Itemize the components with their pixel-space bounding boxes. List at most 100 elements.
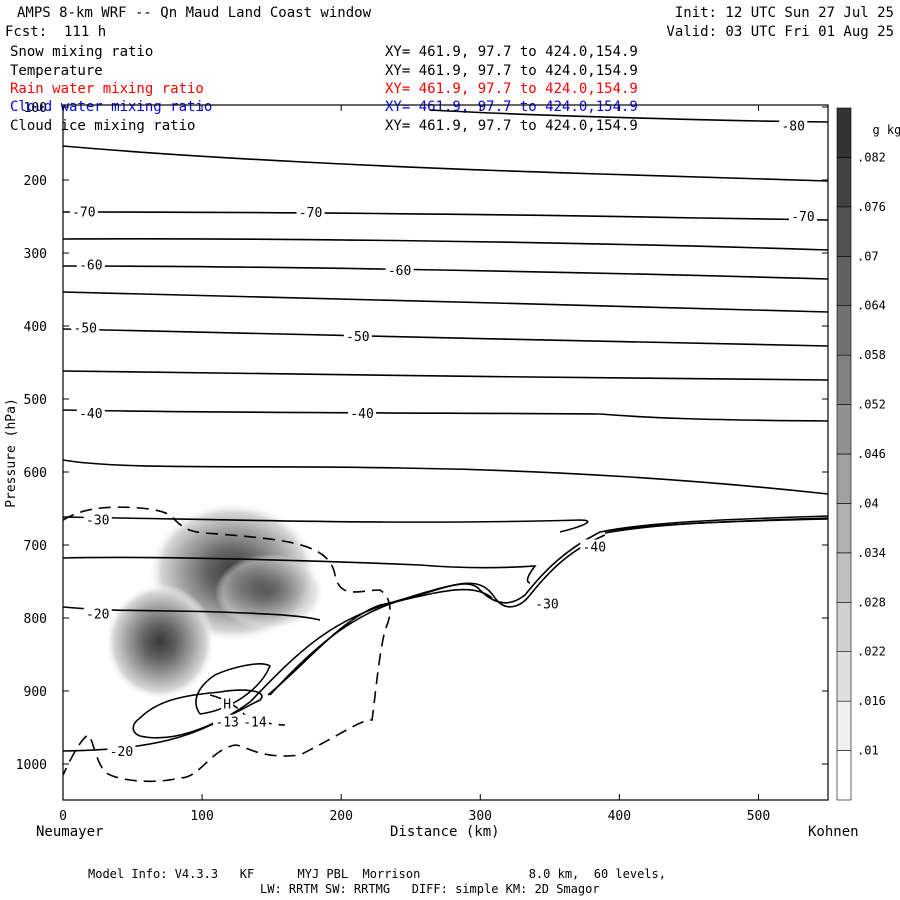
contour-label-bg bbox=[580, 539, 609, 554]
contour-line-60 bbox=[63, 265, 828, 280]
contour-line-30 bbox=[63, 516, 589, 533]
colorbar-segment bbox=[836, 157, 852, 208]
terrain-line bbox=[267, 588, 493, 696]
field-xy: XY= 461.9, 97.7 to 424.0,154.9 bbox=[385, 44, 638, 60]
terrain-line bbox=[269, 534, 606, 696]
colorbar-segment bbox=[836, 503, 852, 554]
colorbar-unit: g kg-1 bbox=[858, 103, 900, 138]
model-info-line2: LW: RRTM SW: RRTMG DIFF: simple KM: 2D S… bbox=[260, 882, 600, 896]
contour-label-bg bbox=[221, 696, 234, 711]
contour-label: -60 bbox=[388, 264, 411, 279]
colorbar-tick-label: .052 bbox=[857, 398, 886, 412]
contour-label: -30 bbox=[86, 513, 109, 528]
colorbar-segment bbox=[836, 651, 852, 702]
temperature-contours bbox=[63, 109, 828, 752]
contour-label: -50 bbox=[74, 321, 97, 336]
contour-line bbox=[132, 689, 263, 739]
x-tick-label: 0 bbox=[59, 809, 67, 824]
field-xy: XY= 461.9, 97.7 to 424.0,154.9 bbox=[385, 63, 638, 79]
y-tick-label: 700 bbox=[24, 539, 47, 554]
contour-label-bg bbox=[83, 512, 112, 527]
contour-line bbox=[63, 145, 828, 182]
contour-label: -20 bbox=[110, 745, 133, 760]
colorbar-unit-text: g kg bbox=[872, 123, 900, 137]
colorbar-segment bbox=[836, 750, 852, 801]
contour-label: -70 bbox=[791, 210, 814, 225]
contour-label-bg bbox=[76, 405, 105, 420]
colorbar-tick-label: .058 bbox=[857, 348, 886, 362]
contour-label: -40 bbox=[79, 407, 102, 422]
contour-label: -20 bbox=[86, 608, 109, 623]
colorbar-tick-label: .034 bbox=[857, 546, 886, 560]
contour-line bbox=[63, 459, 828, 495]
y-tick-label: 900 bbox=[24, 685, 47, 700]
contour-line-50 bbox=[63, 328, 828, 347]
contour-line bbox=[604, 517, 828, 534]
contour-label-bg bbox=[240, 714, 269, 729]
y-axis: 100 200 300 400 500 600 700 800 900 1000 bbox=[16, 101, 828, 773]
colorbar-segment bbox=[836, 107, 852, 158]
contour-line-40 bbox=[63, 409, 828, 422]
colorbar-tick-label: .04 bbox=[857, 496, 879, 510]
colorbar-segment bbox=[836, 206, 852, 257]
y-tick-label: 100 bbox=[24, 101, 47, 116]
colorbar-segment bbox=[836, 552, 852, 603]
contour-line bbox=[63, 238, 828, 251]
colorbar-segment bbox=[836, 404, 852, 455]
colorbar-segment bbox=[836, 453, 852, 504]
x-tick-label: 500 bbox=[747, 809, 770, 824]
y-tick-label: 200 bbox=[24, 174, 47, 189]
contour-labels: -80 -70 -70 -70 -60 -60 -50 -50 -40 -40 -40 -30 -30 -… bbox=[69, 118, 817, 760]
colorbar-tick-label: .07 bbox=[857, 249, 879, 263]
contour-label-bg bbox=[779, 118, 808, 133]
left-end-label: Neumayer bbox=[36, 824, 104, 840]
contour-label: -70 bbox=[72, 205, 95, 220]
colorbar-tick-label: .01 bbox=[857, 744, 879, 758]
field-xy: XY= 461.9, 97.7 to 424.0,154.9 bbox=[385, 99, 638, 115]
plot-frame bbox=[62, 104, 829, 801]
colorbar-tick-label: .064 bbox=[857, 299, 886, 313]
contour-label: -30 bbox=[535, 597, 558, 612]
contour-label-bg bbox=[788, 208, 817, 223]
contour-line bbox=[63, 370, 828, 381]
y-tick-label: 500 bbox=[24, 393, 47, 408]
contour-label: -14 bbox=[243, 716, 267, 731]
field-name: Cloud water mixing ratio bbox=[10, 99, 213, 115]
field-xy: XY= 461.9, 97.7 to 424.0,154.9 bbox=[385, 81, 638, 97]
snow-max-shading bbox=[105, 584, 215, 700]
colorbar-tick-label: .028 bbox=[857, 595, 886, 609]
contour-label: -13 bbox=[215, 716, 238, 731]
colorbar-segment bbox=[836, 305, 852, 356]
colorbar-segment bbox=[836, 601, 852, 653]
colorbar-segment bbox=[836, 700, 852, 751]
x-tick-label: 100 bbox=[190, 809, 213, 824]
x-tick-label: 200 bbox=[329, 809, 352, 824]
snow-max-shading bbox=[215, 554, 325, 630]
contour-label-bg bbox=[533, 596, 562, 611]
contour-line bbox=[63, 291, 828, 313]
contour-label: H bbox=[223, 697, 231, 712]
model-info: Model Info: V4.3.3 KF MYJ PBL Morrison 8… bbox=[88, 867, 666, 881]
y-tick-label: 600 bbox=[24, 466, 47, 481]
colorbar-tick-label: .076 bbox=[857, 200, 886, 214]
forecast-hour: Fcst: 111 h bbox=[5, 24, 107, 40]
contour-label-bg bbox=[76, 257, 105, 272]
y-tick-label: 300 bbox=[24, 247, 47, 262]
contour-label-bg bbox=[348, 405, 377, 420]
x-tick-label: 300 bbox=[469, 809, 492, 824]
valid-time: Valid: 03 UTC Fri 01 Aug 25 bbox=[666, 24, 894, 40]
field-name: Rain water mixing ratio bbox=[10, 81, 204, 97]
y-tick-label: 400 bbox=[24, 320, 47, 335]
contour-label-bg bbox=[83, 606, 112, 621]
cloud-ice-contour bbox=[63, 506, 391, 783]
contour-label-bg bbox=[213, 714, 242, 729]
contour-line-80 bbox=[429, 109, 828, 123]
chart-title: AMPS 8-km WRF -- Qn Maud Land Coast wind… bbox=[17, 5, 372, 21]
contour-line bbox=[195, 663, 272, 715]
y-axis-label: Pressure (hPa) bbox=[4, 398, 19, 508]
x-axis-label: Distance (km) bbox=[390, 824, 500, 840]
x-axis: 0 100 200 300 400 500 bbox=[59, 105, 770, 824]
field-name: Temperature bbox=[10, 63, 103, 79]
contour-label: -60 bbox=[79, 259, 102, 274]
